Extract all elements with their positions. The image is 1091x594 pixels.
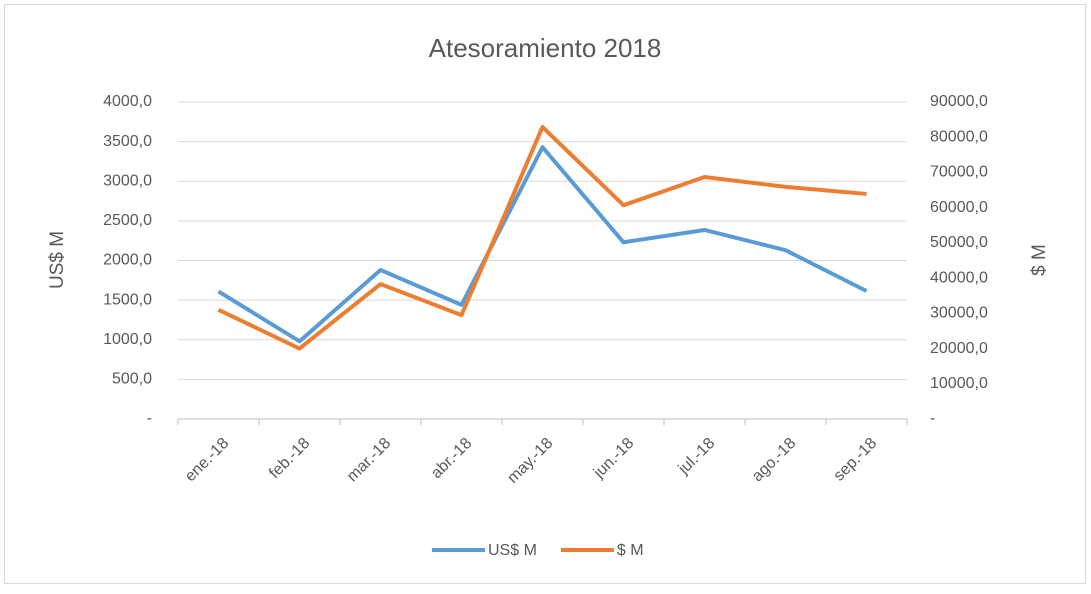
y-tick-label: 4000,0 bbox=[103, 93, 152, 110]
y2-tick-label: 10000,0 bbox=[930, 375, 988, 392]
y2-tick-label: 70000,0 bbox=[930, 164, 988, 181]
y-tick-label: 500,0 bbox=[112, 371, 152, 388]
y-tick-label: 2500,0 bbox=[103, 212, 152, 229]
y2-tick-label: 60000,0 bbox=[930, 199, 988, 216]
chart-title: Atesoramiento 2018 bbox=[429, 33, 662, 63]
y2-axis-label: $ M bbox=[1029, 244, 1050, 276]
y-tick-label: - bbox=[147, 410, 152, 427]
line-series bbox=[217, 125, 867, 351]
chart-border bbox=[4, 4, 1086, 584]
y-tick-label: 1500,0 bbox=[103, 291, 152, 308]
y2-tick-label: 90000,0 bbox=[930, 93, 988, 110]
y2-tick-label: 40000,0 bbox=[930, 269, 988, 286]
legend-label: $ M bbox=[617, 542, 644, 559]
y-tick-label: 2000,0 bbox=[103, 252, 152, 269]
y2-tick-label: 20000,0 bbox=[930, 340, 988, 357]
legend-label: US$ M bbox=[488, 542, 537, 559]
y-tick-label: 3000,0 bbox=[103, 172, 152, 189]
y2-tick-label: - bbox=[930, 410, 935, 427]
y2-tick-label: 80000,0 bbox=[930, 128, 988, 145]
line-series bbox=[217, 145, 868, 344]
y2-tick-label: 30000,0 bbox=[930, 305, 988, 322]
y2-tick-label: 50000,0 bbox=[930, 234, 988, 251]
y-tick-label: 3500,0 bbox=[103, 133, 152, 150]
y-axis-label: US$ M bbox=[47, 231, 68, 289]
y-tick-label: 1000,0 bbox=[103, 331, 152, 348]
